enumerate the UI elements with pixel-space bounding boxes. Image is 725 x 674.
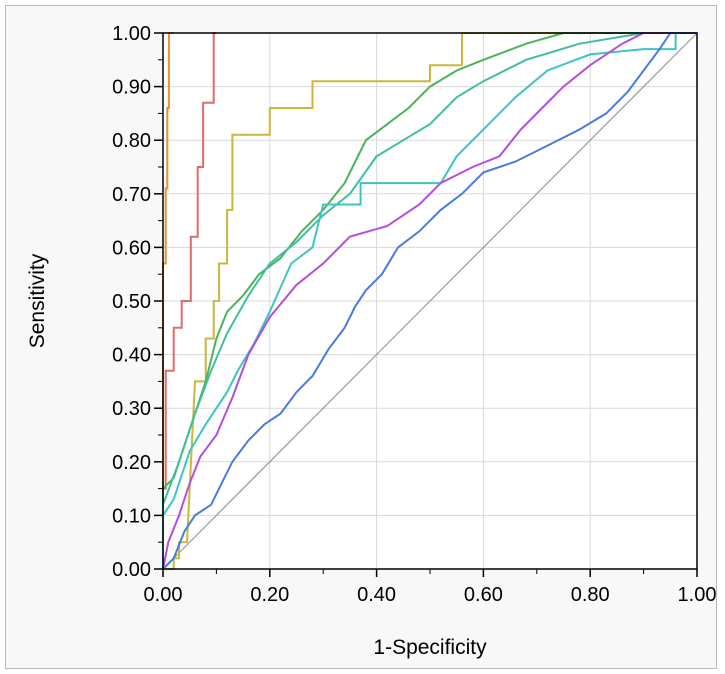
roc-curve-2: [162, 32, 217, 569]
x-axis-title: 1-Specificity: [373, 636, 487, 659]
y-tick-label: 0.90: [112, 77, 151, 99]
roc-curve-7: [162, 32, 697, 570]
roc-curve-8: [162, 32, 697, 570]
x-tick-label: 0.60: [464, 584, 503, 606]
y-axis-title: Sensitivity: [26, 253, 49, 348]
y-tick-label: 1.00: [112, 23, 151, 45]
roc-curve-1: [162, 32, 174, 569]
y-tick-label: 0.20: [112, 452, 151, 474]
x-tick-label: 0.40: [357, 584, 396, 606]
y-tick-label: 0.10: [112, 505, 151, 527]
y-axis: 0.00 0.10 0.20 0.30 0.40 0.50 0.60 0.70 0.80 0.90…: [112, 23, 163, 581]
series-group: [162, 32, 697, 570]
y-tick-label: 0.70: [112, 184, 151, 206]
y-tick-label: 0.80: [112, 130, 151, 152]
x-tick-label: 0.00: [144, 584, 183, 606]
x-axis: 0.00 0.20 0.40 0.60 0.80 1.00: [144, 569, 717, 606]
y-tick-label: 0.60: [112, 237, 151, 259]
y-tick-label: 0.30: [112, 398, 151, 420]
reference-diagonal: [162, 32, 698, 570]
grid-lines: [163, 33, 697, 569]
y-tick-label: 0.00: [112, 559, 151, 581]
x-tick-label: 1.00: [678, 584, 717, 606]
roc-curve-6: [162, 32, 697, 569]
y-tick-label: 0.40: [112, 345, 151, 367]
y-tick-label: 0.50: [112, 291, 151, 313]
x-tick-label: 0.20: [250, 584, 289, 606]
x-tick-label: 0.80: [571, 584, 610, 606]
